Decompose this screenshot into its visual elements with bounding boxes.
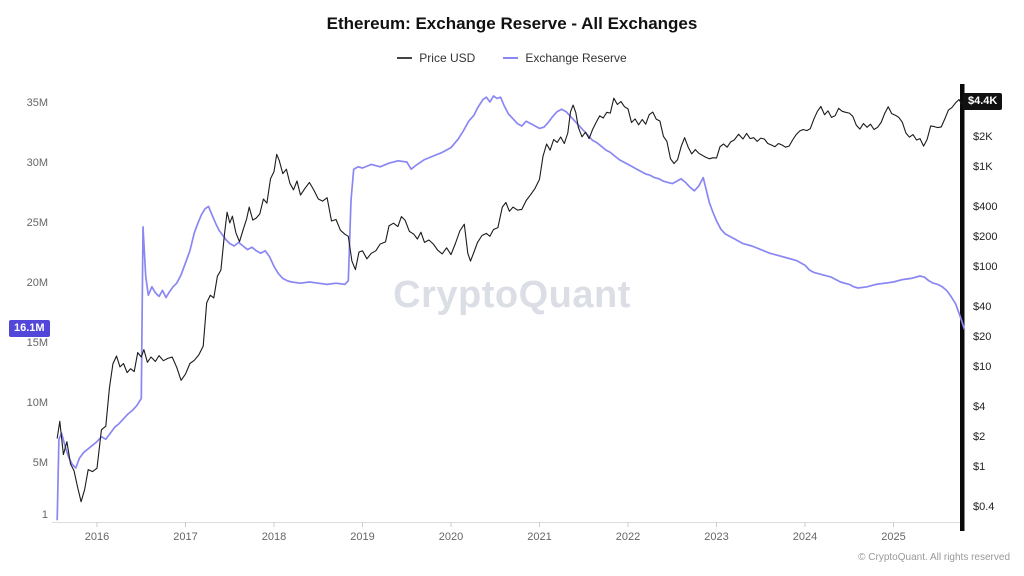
series-exchange-reserve[interactable] — [56, 95, 966, 521]
svg-text:$2K: $2K — [973, 131, 993, 143]
svg-text:$1K: $1K — [973, 161, 993, 173]
svg-text:2021: 2021 — [527, 531, 551, 543]
svg-text:$20: $20 — [973, 331, 991, 343]
svg-text:2017: 2017 — [173, 531, 197, 543]
legend-label-price-usd: Price USD — [419, 51, 476, 65]
y-axis-right: $2K $1K $400 $200 $100 $40 $20 $10 $4 $2 $1 $0.4 — [960, 84, 997, 531]
svg-text:15M: 15M — [27, 337, 48, 349]
svg-text:2022: 2022 — [616, 531, 640, 543]
reserve-current-badge: 16.1M — [9, 320, 50, 337]
svg-text:2023: 2023 — [704, 531, 728, 543]
legend-item-price-usd[interactable]: Price USD — [397, 51, 475, 65]
y-axis-left: 35M 30M 25M 20M 15M 10M 5M 1 — [27, 97, 48, 521]
svg-text:10M: 10M — [27, 397, 48, 409]
x-axis: 2016 2017 2018 2019 2020 2021 2022 2023 2024 2025 — [52, 522, 962, 543]
svg-text:25M: 25M — [27, 217, 48, 229]
svg-text:1: 1 — [42, 509, 48, 521]
svg-text:2019: 2019 — [350, 531, 374, 543]
svg-text:$100: $100 — [973, 261, 997, 273]
chart-title: Ethereum: Exchange Reserve - All Exchang… — [326, 14, 698, 33]
svg-text:2018: 2018 — [262, 531, 286, 543]
svg-text:35M: 35M — [27, 97, 48, 109]
svg-text:$400: $400 — [973, 201, 997, 213]
svg-text:$0.4: $0.4 — [973, 501, 994, 513]
svg-text:$1: $1 — [973, 461, 985, 473]
svg-text:$4: $4 — [973, 401, 985, 413]
svg-text:2024: 2024 — [793, 531, 817, 543]
svg-text:$2: $2 — [973, 431, 985, 443]
svg-text:$10: $10 — [973, 361, 991, 373]
svg-text:$200: $200 — [973, 231, 997, 243]
legend: Price USD Exchange Reserve — [0, 51, 1024, 65]
svg-text:30M: 30M — [27, 157, 48, 169]
svg-text:5M: 5M — [33, 457, 48, 469]
legend-label-exchange-reserve: Exchange Reserve — [525, 51, 627, 65]
price-current-badge: $4.4K — [963, 93, 1003, 110]
svg-text:2016: 2016 — [85, 531, 109, 543]
svg-text:$40: $40 — [973, 301, 991, 313]
svg-text:2025: 2025 — [881, 531, 905, 543]
svg-text:20M: 20M — [27, 277, 48, 289]
series-price-usd[interactable] — [56, 97, 965, 503]
reserve-line-swatch — [503, 57, 519, 59]
price-line-swatch — [397, 57, 413, 59]
cryptoquant-watermark: CryptoQuant — [393, 274, 631, 316]
svg-text:2020: 2020 — [439, 531, 463, 543]
copyright-note: © CryptoQuant. All rights reserved — [858, 552, 1010, 563]
legend-item-exchange-reserve[interactable]: Exchange Reserve — [503, 51, 627, 65]
